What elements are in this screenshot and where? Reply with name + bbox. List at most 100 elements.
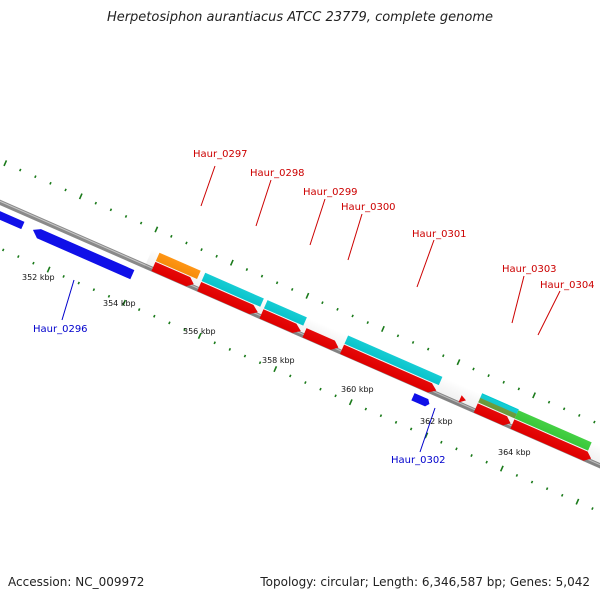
outer-tick-mark bbox=[124, 214, 128, 218]
outer-tick-mark bbox=[245, 268, 249, 271]
gene-label-haur-0298: Haur_0298 bbox=[250, 168, 305, 179]
gene-labels: Haur_0297 Haur_0298 Haur_0299 Haur_0300 … bbox=[33, 149, 595, 466]
outer-tick-mark bbox=[562, 407, 566, 411]
inner-tick-mark bbox=[213, 341, 216, 345]
map-title: Herpetosiphon aurantiacus ATCC 23779, co… bbox=[106, 10, 494, 25]
inner-tick-mark bbox=[545, 487, 549, 491]
inner-tick-mark bbox=[46, 266, 51, 273]
scale-label-354: 354 kbp bbox=[103, 299, 136, 308]
outer-tick-mark bbox=[517, 387, 521, 391]
leader-haur-0296 bbox=[61, 279, 75, 321]
inner-tick-mark bbox=[273, 365, 278, 373]
inner-tick-mark bbox=[499, 465, 504, 472]
outer-tick-mark bbox=[200, 248, 203, 252]
inner-tick-mark bbox=[575, 498, 580, 505]
leader-haur-0297 bbox=[200, 165, 216, 207]
genome-summary-text: Topology: circular; Length: 6,346,587 bp… bbox=[260, 575, 590, 589]
inner-tick-mark bbox=[197, 332, 202, 339]
scale-label-356: 356 kbp bbox=[183, 327, 216, 336]
inner-tick-mark bbox=[137, 308, 141, 312]
inner-tick-mark bbox=[32, 261, 35, 265]
inner-tick-mark bbox=[334, 394, 337, 398]
outer-tick-mark bbox=[305, 292, 310, 299]
inner-tick-mark bbox=[530, 480, 534, 484]
gene-label-haur-0299: Haur_0299 bbox=[303, 187, 358, 198]
outer-tick-mark bbox=[472, 367, 475, 371]
outer-tick-mark bbox=[502, 380, 505, 384]
scale-labels: 352 kbp 354 kbp 356 kbp 358 kbp 360 kbp … bbox=[22, 273, 531, 457]
inner-tick-mark bbox=[1, 248, 5, 252]
outer-tick-mark bbox=[532, 392, 536, 399]
outer-tick-mark bbox=[260, 274, 264, 278]
inner-tick-mark bbox=[62, 274, 65, 278]
outer-tick-mark bbox=[411, 341, 415, 344]
inner-tick-row bbox=[1, 248, 594, 511]
inner-tick-mark bbox=[319, 387, 322, 391]
inner-tick-mark bbox=[455, 447, 458, 451]
outer-tick-mark bbox=[396, 334, 400, 338]
gene-label-haur-0301: Haur_0301 bbox=[412, 229, 467, 240]
inner-tick-mark bbox=[122, 299, 127, 306]
outer-tick-mark bbox=[381, 325, 385, 333]
inner-tick-mark bbox=[17, 255, 20, 259]
inner-tick-mark bbox=[92, 288, 96, 292]
inner-tick-mark bbox=[228, 347, 232, 351]
gene-label-haur-0300: Haur_0300 bbox=[341, 202, 396, 213]
genome-backbone bbox=[0, 191, 600, 494]
outer-tick-mark bbox=[456, 359, 461, 366]
outer-tick-mark bbox=[19, 168, 22, 172]
inner-tick-mark bbox=[379, 414, 383, 418]
leader-haur-0299 bbox=[309, 198, 326, 246]
outer-tick-mark bbox=[94, 201, 98, 205]
feature-shading bbox=[144, 249, 600, 469]
inner-tick-mark bbox=[515, 473, 519, 477]
accession-text: Accession: NC_009972 bbox=[8, 575, 145, 589]
inner-tick-mark bbox=[243, 354, 247, 358]
gene-label-haur-0297: Haur_0297 bbox=[193, 149, 248, 160]
scale-label-358: 358 kbp bbox=[262, 356, 295, 365]
outer-tick-mark bbox=[442, 354, 445, 358]
outer-tick-mark bbox=[109, 208, 113, 212]
reverse-cds-feature-haur-0296 bbox=[32, 229, 135, 280]
inner-tick-mark bbox=[470, 454, 473, 457]
inner-tick-mark bbox=[168, 321, 171, 325]
outer-tick-mark bbox=[185, 241, 188, 245]
outer-tick-mark bbox=[139, 221, 143, 225]
leader-haur-0301 bbox=[416, 239, 435, 288]
gene-label-haur-0304: Haur_0304 bbox=[540, 280, 595, 291]
leader-haur-0302 bbox=[419, 407, 436, 453]
outer-tick-mark bbox=[229, 259, 234, 266]
outer-tick-mark bbox=[351, 314, 354, 318]
outer-tick-mark bbox=[321, 301, 324, 305]
inner-tick-mark bbox=[485, 460, 488, 464]
outer-tick-mark bbox=[487, 374, 490, 378]
outer-tick-mark bbox=[578, 413, 581, 417]
outer-tick-mark bbox=[336, 307, 339, 311]
gene-label-haur-0303: Haur_0303 bbox=[502, 264, 557, 275]
outer-tick-row bbox=[3, 160, 596, 424]
reverse-cds-feature-haur-0302 bbox=[411, 393, 430, 407]
inner-tick-mark bbox=[364, 407, 368, 411]
outer-tick-mark bbox=[547, 400, 551, 404]
scale-label-364: 364 kbp bbox=[498, 448, 531, 457]
outer-tick-mark bbox=[275, 281, 279, 285]
inner-tick-mark bbox=[591, 507, 594, 511]
outer-tick-mark bbox=[34, 175, 37, 179]
outer-tick-mark bbox=[426, 347, 430, 351]
outer-tick-mark bbox=[64, 188, 67, 192]
leader-haur-0304 bbox=[537, 290, 561, 336]
inner-tick-mark bbox=[560, 493, 564, 497]
inner-tick-mark bbox=[289, 374, 292, 378]
scale-label-362: 362 kbp bbox=[420, 417, 453, 426]
outer-tick-mark bbox=[154, 226, 159, 233]
outer-tick-mark bbox=[3, 160, 8, 167]
inner-tick-mark bbox=[348, 399, 353, 406]
scale-label-352: 352 kbp bbox=[22, 273, 55, 282]
outer-tick-mark bbox=[366, 321, 369, 325]
inner-tick-mark bbox=[183, 328, 186, 331]
reverse-cds-feature bbox=[0, 204, 25, 230]
leader-haur-0303 bbox=[511, 275, 525, 324]
outer-tick-mark bbox=[170, 234, 173, 238]
inner-tick-mark bbox=[153, 314, 156, 318]
